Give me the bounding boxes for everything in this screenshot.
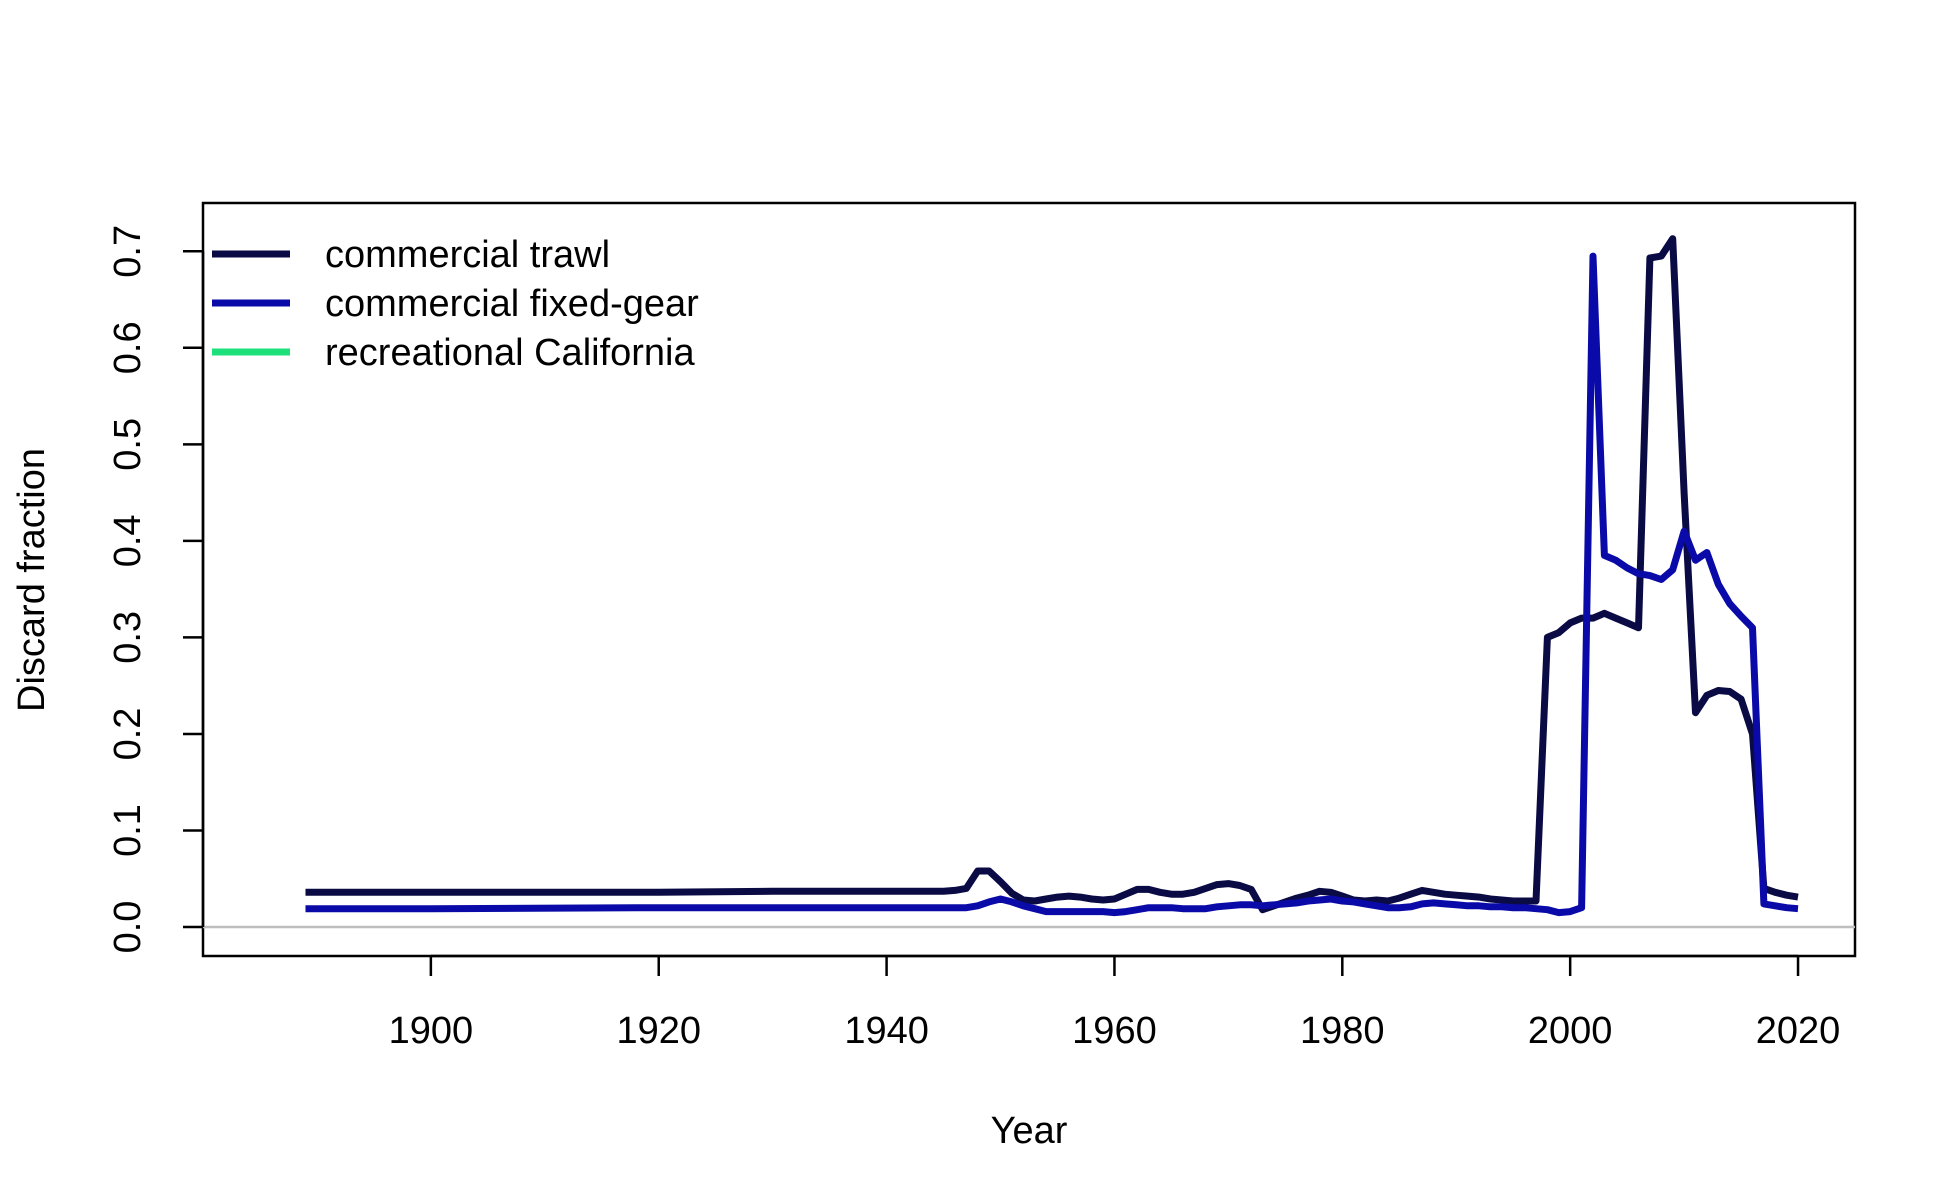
y-tick-label: 0.4 bbox=[107, 514, 149, 567]
x-axis: 1900 1920 1940 1960 1980 2000 2020 bbox=[389, 954, 1841, 1052]
x-tick-label: 1960 bbox=[1072, 1010, 1157, 1052]
legend: commercial trawl commercial fixed-gear rec… bbox=[212, 234, 699, 374]
x-tick-label: 2000 bbox=[1528, 1010, 1613, 1052]
y-tick-label: 0.1 bbox=[107, 804, 149, 857]
x-tick-label: 1940 bbox=[844, 1010, 929, 1052]
x-axis-title: Year bbox=[991, 1110, 1068, 1152]
y-tick-label: 0.6 bbox=[107, 321, 149, 374]
y-axis: 0.0 0.1 0.2 0.3 0.4 0.5 0.6 0.7 bbox=[107, 225, 205, 954]
series-line-commercial-fixed-gear bbox=[305, 252, 1799, 917]
legend-label: commercial fixed-gear bbox=[325, 283, 699, 325]
y-tick-label: 0.3 bbox=[107, 611, 149, 664]
legend-label: recreational California bbox=[325, 332, 695, 374]
series-line-commercial-trawl bbox=[305, 235, 1799, 914]
x-tick-label: 1920 bbox=[616, 1010, 701, 1052]
x-tick-label: 1980 bbox=[1300, 1010, 1385, 1052]
x-tick-label: 2020 bbox=[1756, 1010, 1841, 1052]
y-tick-label: 0.0 bbox=[107, 901, 149, 954]
legend-label: commercial trawl bbox=[325, 234, 610, 276]
y-tick-label: 0.5 bbox=[107, 418, 149, 471]
y-tick-label: 0.2 bbox=[107, 708, 149, 761]
y-axis-title: Discard fraction bbox=[11, 448, 53, 712]
series-layer bbox=[305, 235, 1799, 917]
y-tick-label: 0.7 bbox=[107, 225, 149, 278]
x-tick-label: 1900 bbox=[389, 1010, 474, 1052]
